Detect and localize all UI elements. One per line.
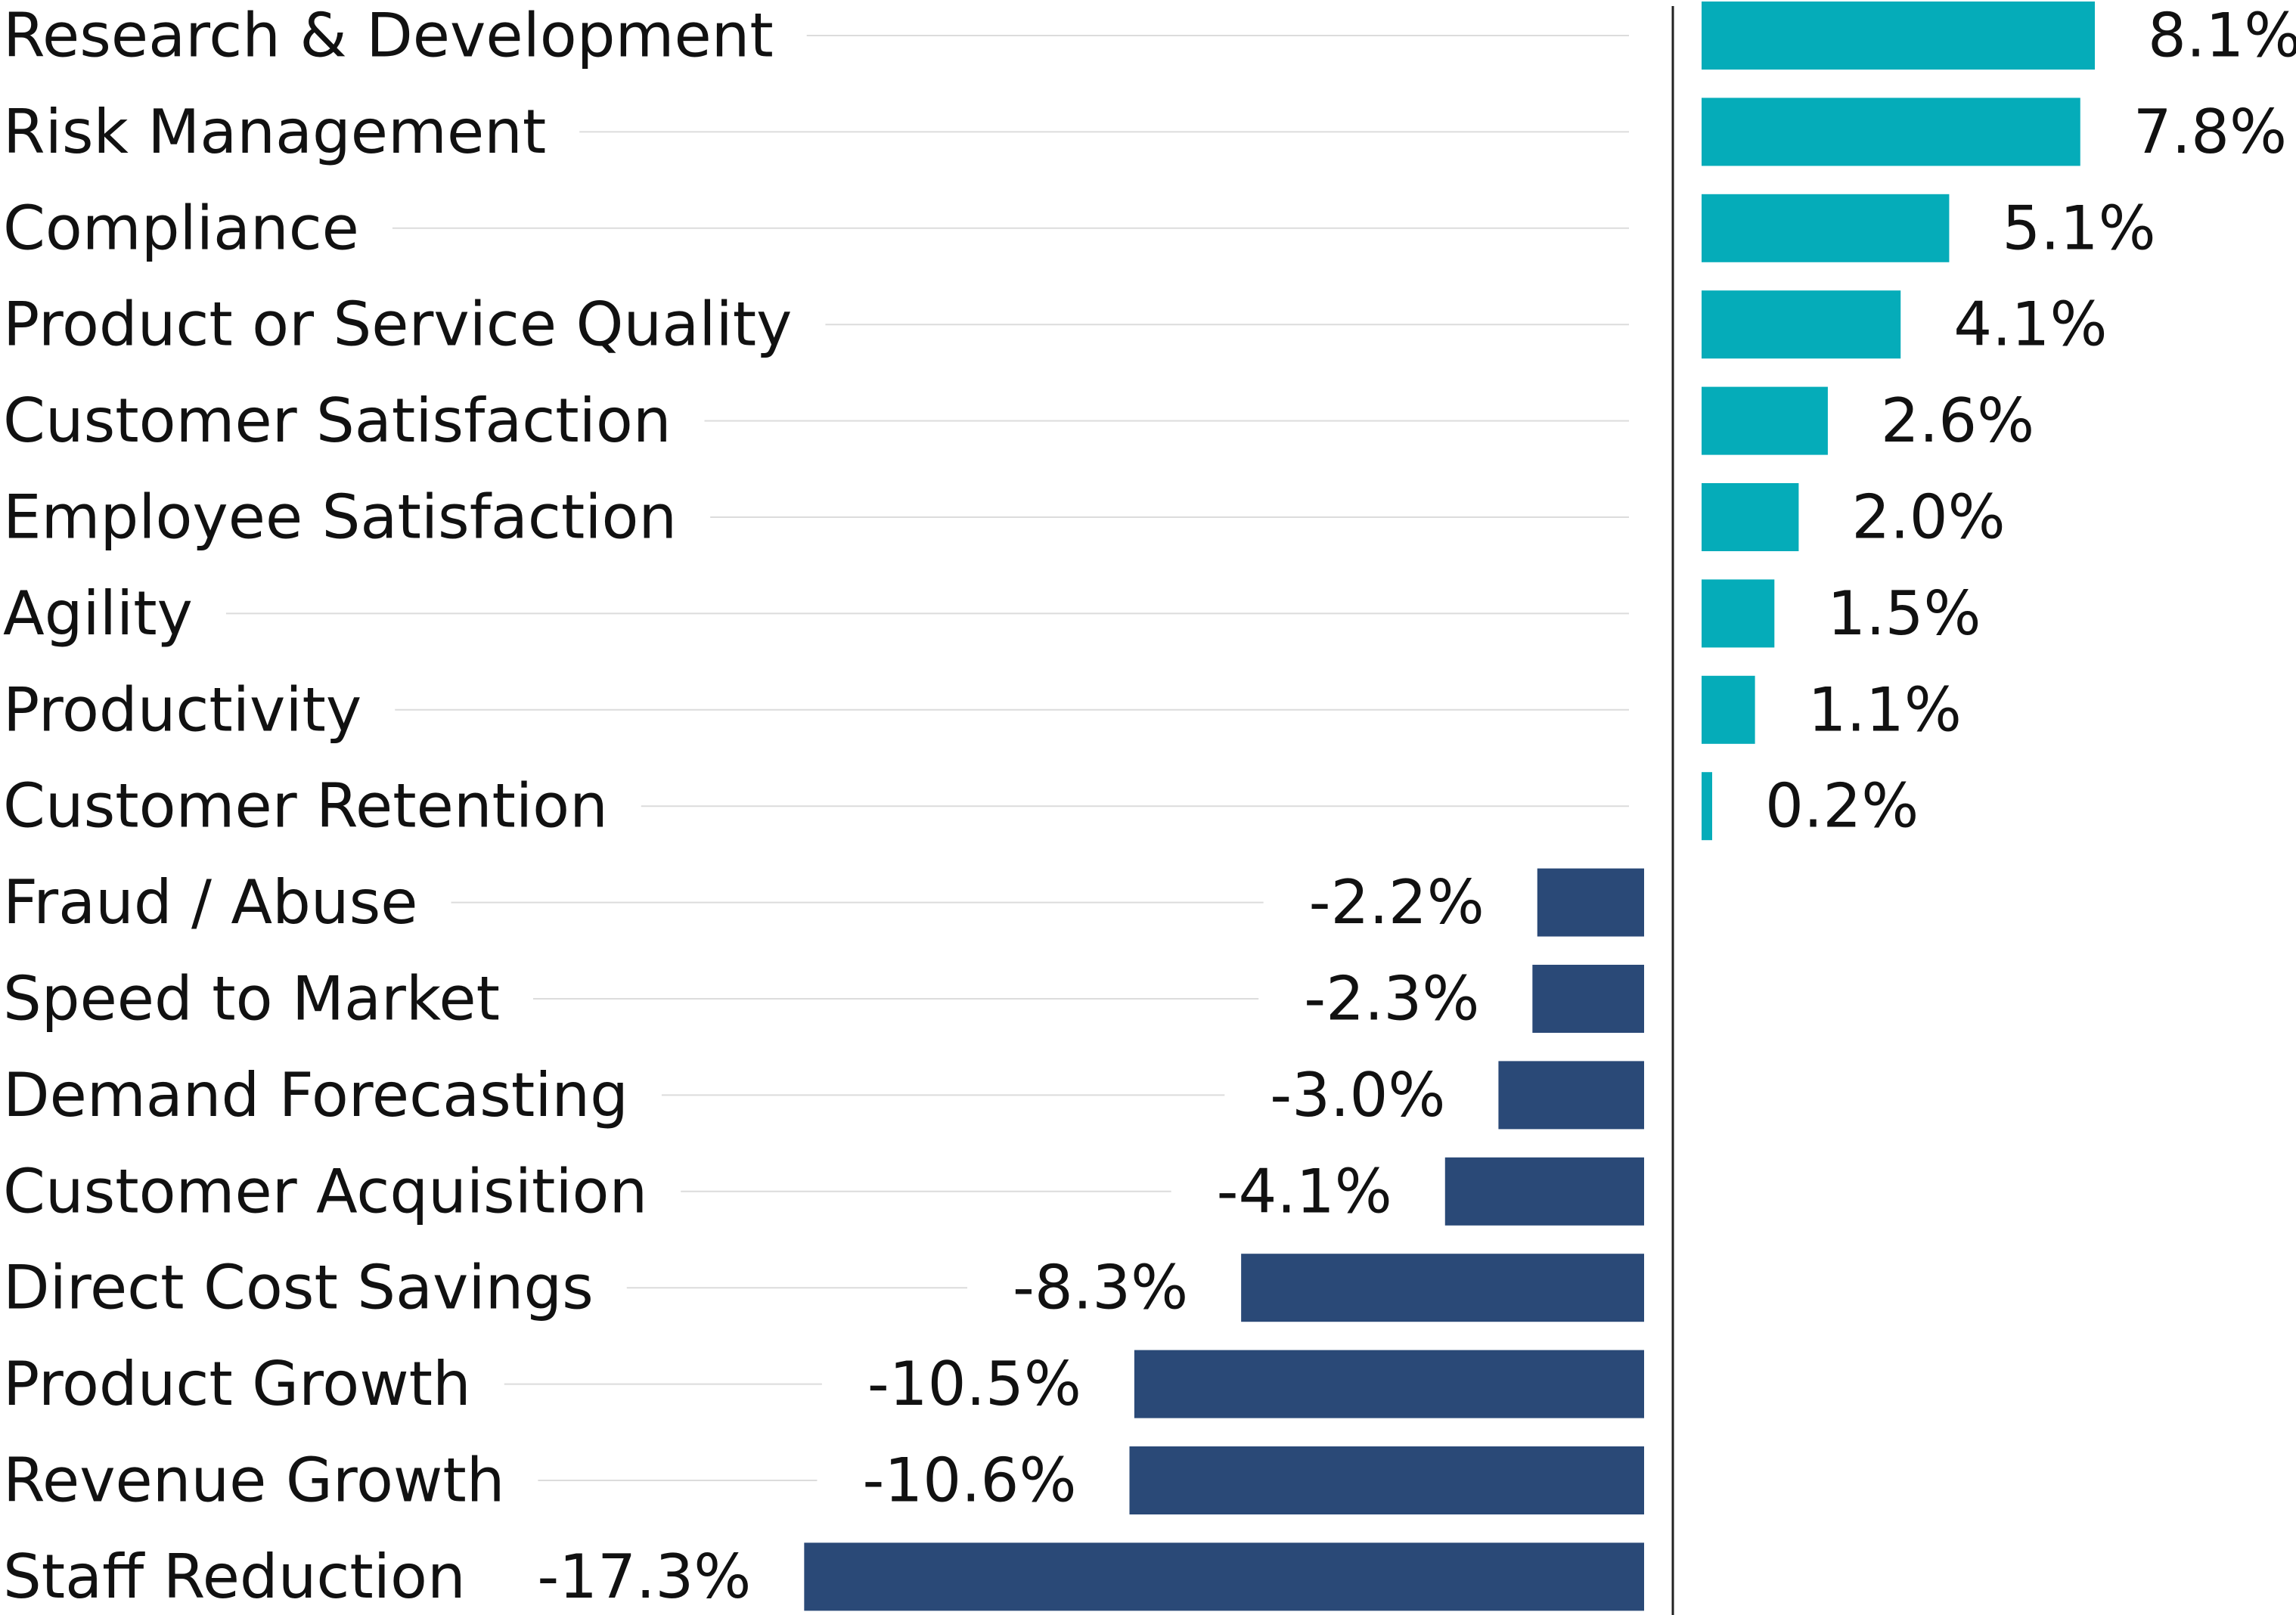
bar-compliance — [1702, 194, 1950, 262]
value-label: 2.0% — [1851, 482, 2005, 553]
category-labels: Research & Development Risk Management Com… — [3, 1, 792, 1612]
bar-product-or-service-quality — [1702, 290, 1901, 359]
bar-revenue-growth — [1129, 1446, 1644, 1514]
value-label: 1.1% — [1808, 674, 1962, 745]
value-label: -10.6% — [862, 1446, 1076, 1516]
bar-direct-cost-savings — [1241, 1254, 1644, 1322]
bars — [804, 2, 2096, 1611]
category-label: Agility — [3, 578, 193, 649]
value-label: 8.1% — [2148, 1, 2296, 71]
category-label: Customer Acquisition — [3, 1156, 647, 1226]
value-labels: 8.1% 7.8% 5.1% 4.1% 2.6% 2.0% 1.5% 1.1% 0.2% -2.2… — [537, 1, 2296, 1612]
bar-staff-reduction — [804, 1542, 1644, 1611]
value-label: 1.5% — [1827, 578, 1981, 649]
bar-customer-satisfaction — [1702, 386, 1828, 455]
category-label: Fraud / Abuse — [3, 867, 418, 938]
value-label: -2.3% — [1304, 964, 1479, 1034]
category-label: Employee Satisfaction — [3, 482, 677, 553]
category-label: Risk Management — [3, 97, 546, 167]
category-label: Speed to Market — [3, 964, 500, 1034]
value-label: 5.1% — [2002, 193, 2155, 263]
bar-fraud-abuse — [1537, 868, 1644, 937]
value-label: 0.2% — [1765, 771, 1919, 842]
bar-demand-forecasting — [1498, 1061, 1644, 1130]
bar-customer-retention — [1702, 772, 1712, 841]
category-label: Customer Retention — [3, 771, 608, 842]
bar-employee-satisfaction — [1702, 483, 1799, 551]
bar-agility — [1702, 579, 1775, 648]
value-label: -10.5% — [867, 1349, 1081, 1419]
category-label: Direct Cost Savings — [3, 1253, 594, 1323]
category-label: Research & Development — [3, 1, 774, 71]
value-label: -8.3% — [1013, 1253, 1188, 1323]
value-label: 7.8% — [2133, 97, 2287, 167]
category-label: Product or Service Quality — [3, 290, 792, 360]
category-label: Demand Forecasting — [3, 1060, 628, 1130]
value-label: 4.1% — [1953, 290, 2107, 360]
bar-research-development — [1702, 2, 2096, 70]
bar-customer-acquisition — [1444, 1157, 1644, 1226]
value-label: -3.0% — [1270, 1060, 1445, 1130]
bar-productivity — [1702, 675, 1755, 744]
category-label: Productivity — [3, 674, 361, 745]
value-label: -4.1% — [1217, 1156, 1392, 1226]
category-label: Revenue Growth — [3, 1446, 504, 1516]
value-label: 2.6% — [1881, 386, 2034, 456]
category-label: Staff Reduction — [3, 1542, 466, 1612]
bar-speed-to-market — [1532, 965, 1644, 1033]
bar-risk-management — [1702, 98, 2080, 166]
category-label: Compliance — [3, 193, 359, 263]
category-label: Product Growth — [3, 1349, 471, 1419]
category-label: Customer Satisfaction — [3, 386, 672, 456]
leader-lines — [225, 35, 1629, 1481]
value-label: -2.2% — [1309, 867, 1485, 938]
value-label: -17.3% — [537, 1542, 751, 1612]
bar-product-growth — [1134, 1350, 1644, 1418]
